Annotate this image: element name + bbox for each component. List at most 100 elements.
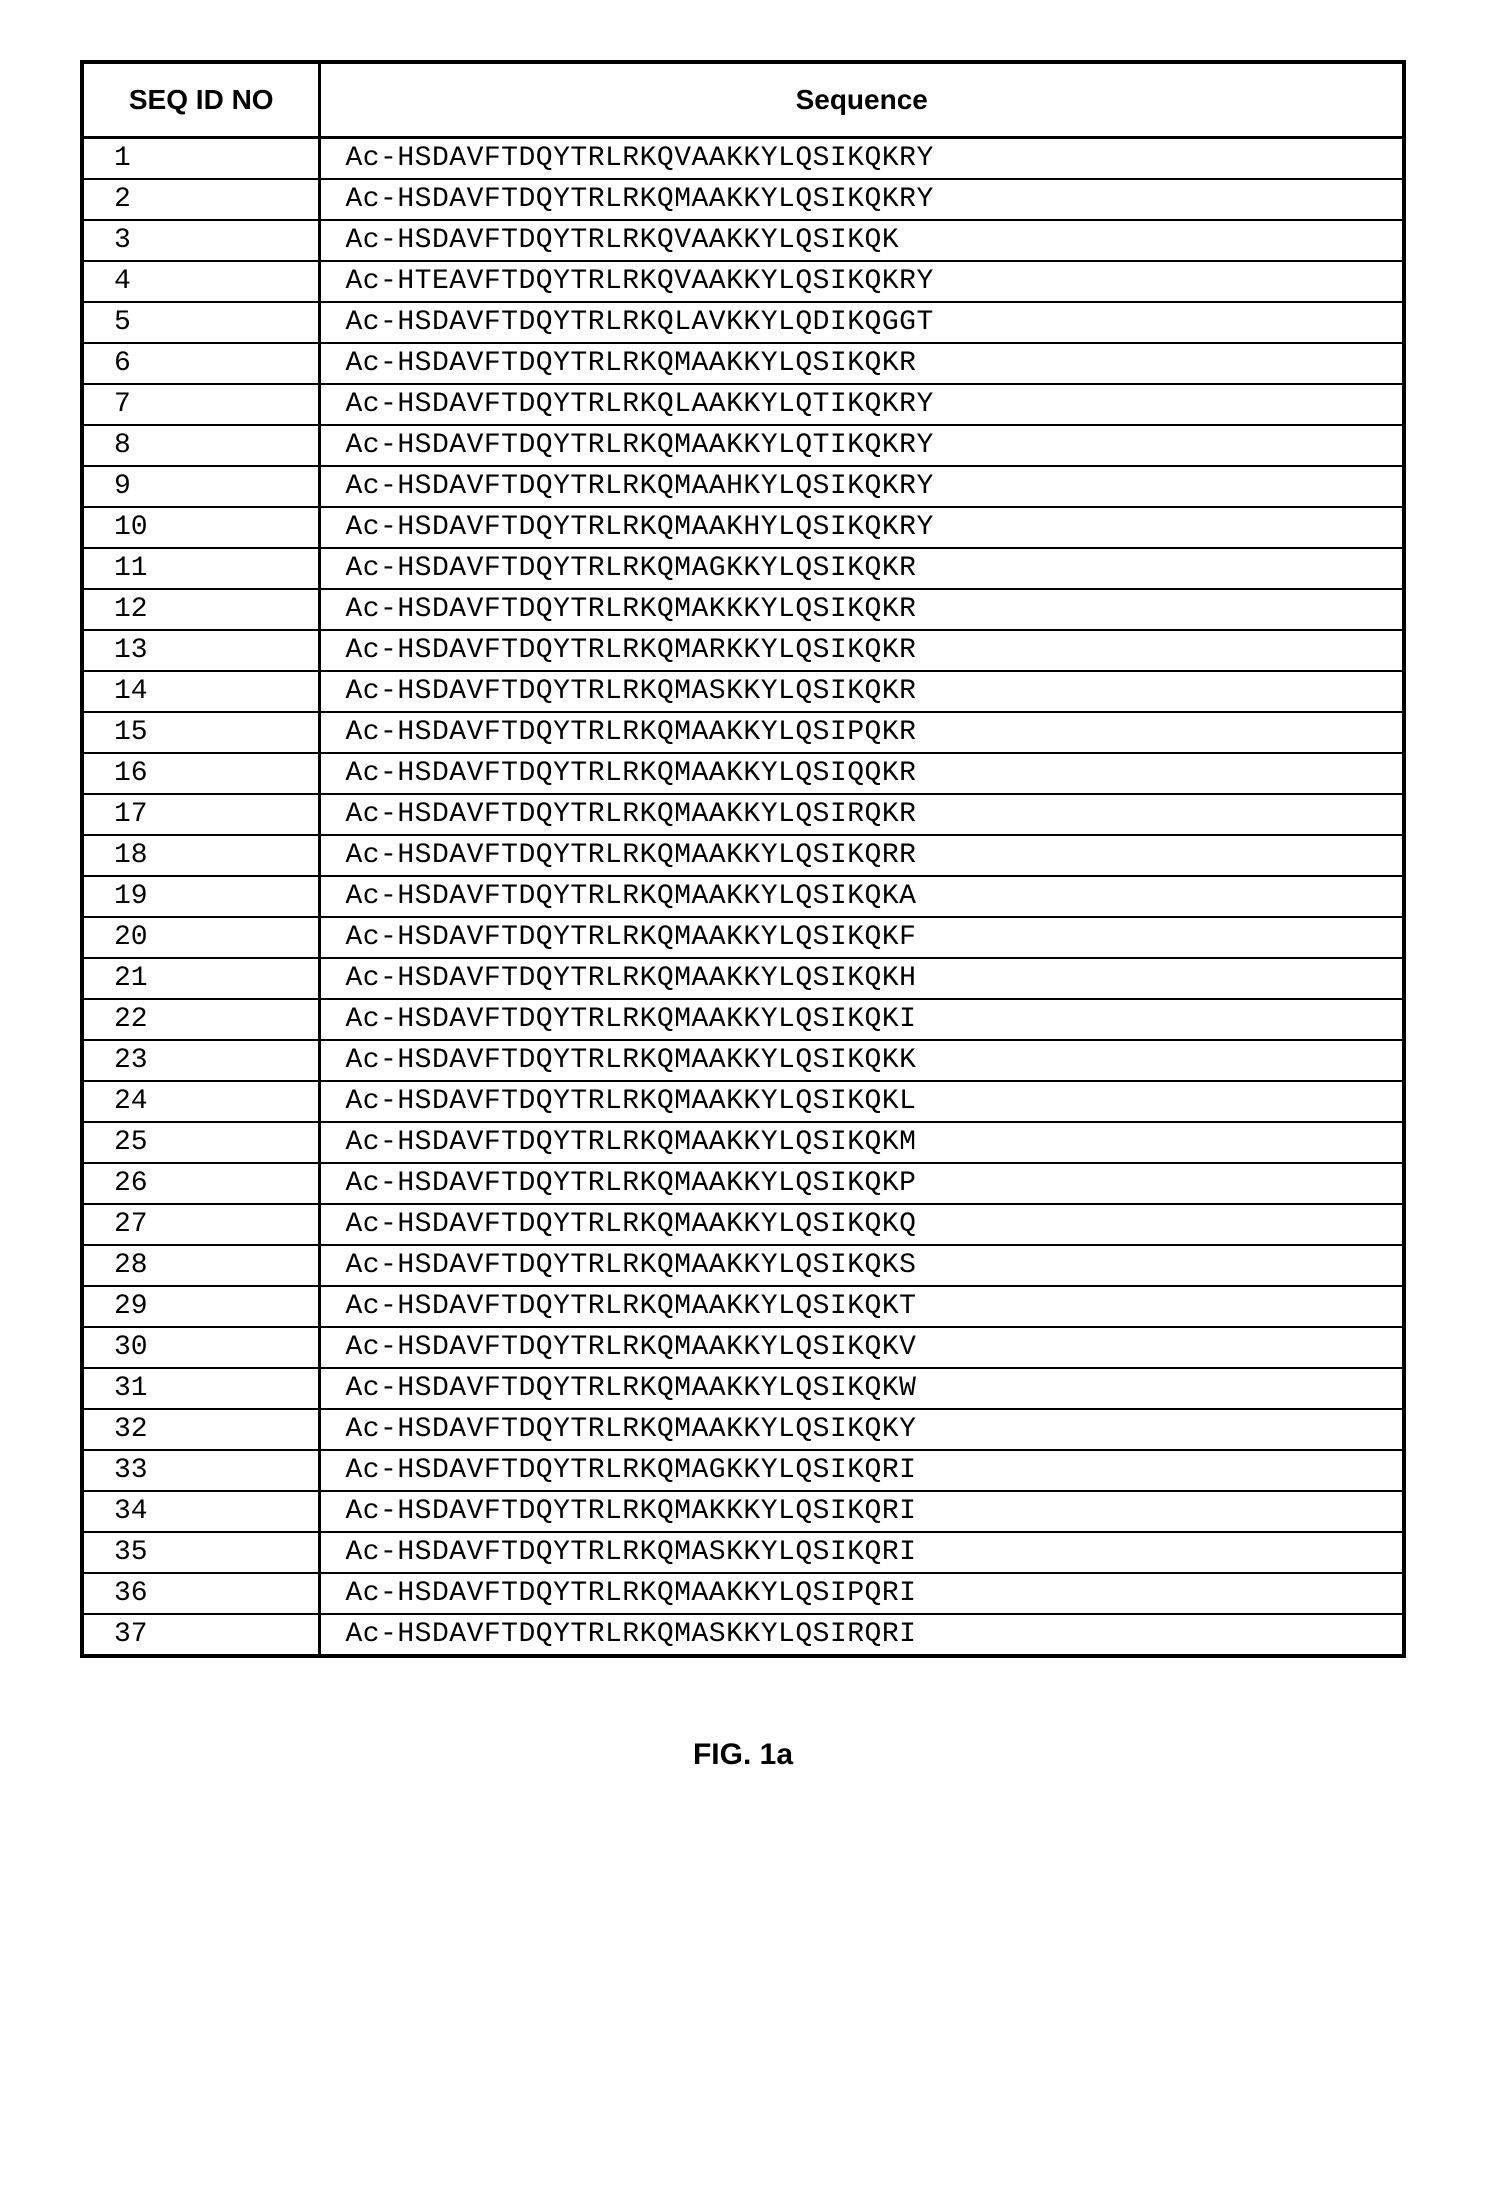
cell-seqid: 36 <box>82 1573 320 1614</box>
table-row: 35Ac-HSDAVFTDQYTRLRKQMASKKYLQSIKQRI <box>82 1532 1404 1573</box>
table-row: 2Ac-HSDAVFTDQYTRLRKQMAAKKYLQSIKQKRY <box>82 179 1404 220</box>
cell-seqid: 17 <box>82 794 320 835</box>
cell-seqid: 20 <box>82 917 320 958</box>
cell-seqid: 21 <box>82 958 320 999</box>
figure-caption: FIG. 1a <box>80 1738 1406 1772</box>
cell-seqid: 8 <box>82 425 320 466</box>
cell-sequence: Ac-HSDAVFTDQYTRLRKQMAAKKYLQSIKQKV <box>320 1327 1404 1368</box>
table-row: 30Ac-HSDAVFTDQYTRLRKQMAAKKYLQSIKQKV <box>82 1327 1404 1368</box>
cell-sequence: Ac-HSDAVFTDQYTRLRKQMAAKKYLQSIKQKR <box>320 343 1404 384</box>
table-row: 20Ac-HSDAVFTDQYTRLRKQMAAKKYLQSIKQKF <box>82 917 1404 958</box>
cell-sequence: Ac-HSDAVFTDQYTRLRKQMAAKKYLQSIKQKW <box>320 1368 1404 1409</box>
table-row: 25Ac-HSDAVFTDQYTRLRKQMAAKKYLQSIKQKM <box>82 1122 1404 1163</box>
cell-sequence: Ac-HTEAVFTDQYTRLRKQVAAKKYLQSIKQKRY <box>320 261 1404 302</box>
table-row: 13Ac-HSDAVFTDQYTRLRKQMARKKYLQSIKQKR <box>82 630 1404 671</box>
cell-sequence: Ac-HSDAVFTDQYTRLRKQMAKKKYLQSIKQKR <box>320 589 1404 630</box>
table-row: 3Ac-HSDAVFTDQYTRLRKQVAAKKYLQSIKQK <box>82 220 1404 261</box>
table-row: 1Ac-HSDAVFTDQYTRLRKQVAAKKYLQSIKQKRY <box>82 138 1404 180</box>
cell-sequence: Ac-HSDAVFTDQYTRLRKQMAKKKYLQSIKQRI <box>320 1491 1404 1532</box>
header-seqid: SEQ ID NO <box>82 62 320 138</box>
cell-seqid: 33 <box>82 1450 320 1491</box>
table-row: 8Ac-HSDAVFTDQYTRLRKQMAAKKYLQTIKQKRY <box>82 425 1404 466</box>
cell-seqid: 13 <box>82 630 320 671</box>
cell-seqid: 7 <box>82 384 320 425</box>
cell-sequence: Ac-HSDAVFTDQYTRLRKQMARKKYLQSIKQKR <box>320 630 1404 671</box>
table-row: 4Ac-HTEAVFTDQYTRLRKQVAAKKYLQSIKQKRY <box>82 261 1404 302</box>
cell-sequence: Ac-HSDAVFTDQYTRLRKQMAAKKYLQSIKQKT <box>320 1286 1404 1327</box>
cell-seqid: 25 <box>82 1122 320 1163</box>
cell-sequence: Ac-HSDAVFTDQYTRLRKQMAAKKYLQSIKQKS <box>320 1245 1404 1286</box>
cell-sequence: Ac-HSDAVFTDQYTRLRKQLAVKKYLQDIKQGGT <box>320 302 1404 343</box>
table-row: 9Ac-HSDAVFTDQYTRLRKQMAAHKYLQSIKQKRY <box>82 466 1404 507</box>
table-row: 24Ac-HSDAVFTDQYTRLRKQMAAKKYLQSIKQKL <box>82 1081 1404 1122</box>
cell-seqid: 6 <box>82 343 320 384</box>
cell-sequence: Ac-HSDAVFTDQYTRLRKQMAAKKYLQTIKQKRY <box>320 425 1404 466</box>
cell-seqid: 10 <box>82 507 320 548</box>
table-row: 29Ac-HSDAVFTDQYTRLRKQMAAKKYLQSIKQKT <box>82 1286 1404 1327</box>
cell-seqid: 16 <box>82 753 320 794</box>
cell-sequence: Ac-HSDAVFTDQYTRLRKQMAGKKYLQSIKQKR <box>320 548 1404 589</box>
cell-sequence: Ac-HSDAVFTDQYTRLRKQMAAHKYLQSIKQKRY <box>320 466 1404 507</box>
header-sequence: Sequence <box>320 62 1404 138</box>
cell-sequence: Ac-HSDAVFTDQYTRLRKQMAAKKYLQSIKQKH <box>320 958 1404 999</box>
table-row: 31Ac-HSDAVFTDQYTRLRKQMAAKKYLQSIKQKW <box>82 1368 1404 1409</box>
table-row: 7Ac-HSDAVFTDQYTRLRKQLAAKKYLQTIKQKRY <box>82 384 1404 425</box>
cell-seqid: 22 <box>82 999 320 1040</box>
cell-sequence: Ac-HSDAVFTDQYTRLRKQMAAKKYLQSIKQKK <box>320 1040 1404 1081</box>
cell-sequence: Ac-HSDAVFTDQYTRLRKQMAAKKYLQSIKQKA <box>320 876 1404 917</box>
cell-sequence: Ac-HSDAVFTDQYTRLRKQMAAKKYLQSIKQRR <box>320 835 1404 876</box>
cell-sequence: Ac-HSDAVFTDQYTRLRKQMAAKKYLQSIKQKF <box>320 917 1404 958</box>
cell-sequence: Ac-HSDAVFTDQYTRLRKQMAGKKYLQSIKQRI <box>320 1450 1404 1491</box>
cell-sequence: Ac-HSDAVFTDQYTRLRKQMAAKKYLQSIPQKR <box>320 712 1404 753</box>
table-header-row: SEQ ID NO Sequence <box>82 62 1404 138</box>
cell-seqid: 31 <box>82 1368 320 1409</box>
table-row: 28Ac-HSDAVFTDQYTRLRKQMAAKKYLQSIKQKS <box>82 1245 1404 1286</box>
cell-sequence: Ac-HSDAVFTDQYTRLRKQVAAKKYLQSIKQK <box>320 220 1404 261</box>
cell-seqid: 34 <box>82 1491 320 1532</box>
table-row: 23Ac-HSDAVFTDQYTRLRKQMAAKKYLQSIKQKK <box>82 1040 1404 1081</box>
table-row: 14Ac-HSDAVFTDQYTRLRKQMASKKYLQSIKQKR <box>82 671 1404 712</box>
sequence-table-container: SEQ ID NO Sequence 1Ac-HSDAVFTDQYTRLRKQV… <box>80 60 1406 1658</box>
cell-seqid: 9 <box>82 466 320 507</box>
cell-seqid: 1 <box>82 138 320 180</box>
cell-sequence: Ac-HSDAVFTDQYTRLRKQMASKKYLQSIKQKR <box>320 671 1404 712</box>
cell-sequence: Ac-HSDAVFTDQYTRLRKQMAAKKYLQSIKQKP <box>320 1163 1404 1204</box>
cell-seqid: 11 <box>82 548 320 589</box>
table-row: 16Ac-HSDAVFTDQYTRLRKQMAAKKYLQSIQQKR <box>82 753 1404 794</box>
cell-sequence: Ac-HSDAVFTDQYTRLRKQMAAKHYLQSIKQKRY <box>320 507 1404 548</box>
table-row: 21Ac-HSDAVFTDQYTRLRKQMAAKKYLQSIKQKH <box>82 958 1404 999</box>
cell-sequence: Ac-HSDAVFTDQYTRLRKQMAAKKYLQSIKQKL <box>320 1081 1404 1122</box>
table-row: 27Ac-HSDAVFTDQYTRLRKQMAAKKYLQSIKQKQ <box>82 1204 1404 1245</box>
cell-seqid: 5 <box>82 302 320 343</box>
table-row: 19Ac-HSDAVFTDQYTRLRKQMAAKKYLQSIKQKA <box>82 876 1404 917</box>
cell-seqid: 18 <box>82 835 320 876</box>
cell-sequence: Ac-HSDAVFTDQYTRLRKQMAAKKYLQSIKQKI <box>320 999 1404 1040</box>
table-row: 5Ac-HSDAVFTDQYTRLRKQLAVKKYLQDIKQGGT <box>82 302 1404 343</box>
cell-sequence: Ac-HSDAVFTDQYTRLRKQMAAKKYLQSIKQKRY <box>320 179 1404 220</box>
cell-sequence: Ac-HSDAVFTDQYTRLRKQMAAKKYLQSIKQKQ <box>320 1204 1404 1245</box>
cell-seqid: 30 <box>82 1327 320 1368</box>
cell-seqid: 3 <box>82 220 320 261</box>
cell-seqid: 24 <box>82 1081 320 1122</box>
table-row: 11Ac-HSDAVFTDQYTRLRKQMAGKKYLQSIKQKR <box>82 548 1404 589</box>
table-row: 15Ac-HSDAVFTDQYTRLRKQMAAKKYLQSIPQKR <box>82 712 1404 753</box>
cell-seqid: 32 <box>82 1409 320 1450</box>
cell-seqid: 26 <box>82 1163 320 1204</box>
table-row: 6Ac-HSDAVFTDQYTRLRKQMAAKKYLQSIKQKR <box>82 343 1404 384</box>
sequence-table: SEQ ID NO Sequence 1Ac-HSDAVFTDQYTRLRKQV… <box>80 60 1406 1658</box>
cell-seqid: 14 <box>82 671 320 712</box>
table-row: 17Ac-HSDAVFTDQYTRLRKQMAAKKYLQSIRQKR <box>82 794 1404 835</box>
cell-sequence: Ac-HSDAVFTDQYTRLRKQLAAKKYLQTIKQKRY <box>320 384 1404 425</box>
cell-seqid: 27 <box>82 1204 320 1245</box>
cell-sequence: Ac-HSDAVFTDQYTRLRKQMASKKYLQSIRQRI <box>320 1614 1404 1656</box>
cell-sequence: Ac-HSDAVFTDQYTRLRKQMAAKKYLQSIQQKR <box>320 753 1404 794</box>
cell-seqid: 29 <box>82 1286 320 1327</box>
cell-sequence: Ac-HSDAVFTDQYTRLRKQMAAKKYLQSIRQKR <box>320 794 1404 835</box>
cell-sequence: Ac-HSDAVFTDQYTRLRKQMASKKYLQSIKQRI <box>320 1532 1404 1573</box>
cell-seqid: 15 <box>82 712 320 753</box>
cell-sequence: Ac-HSDAVFTDQYTRLRKQMAAKKYLQSIKQKM <box>320 1122 1404 1163</box>
table-row: 36Ac-HSDAVFTDQYTRLRKQMAAKKYLQSIPQRI <box>82 1573 1404 1614</box>
table-row: 33Ac-HSDAVFTDQYTRLRKQMAGKKYLQSIKQRI <box>82 1450 1404 1491</box>
table-row: 12Ac-HSDAVFTDQYTRLRKQMAKKKYLQSIKQKR <box>82 589 1404 630</box>
table-row: 37Ac-HSDAVFTDQYTRLRKQMASKKYLQSIRQRI <box>82 1614 1404 1656</box>
